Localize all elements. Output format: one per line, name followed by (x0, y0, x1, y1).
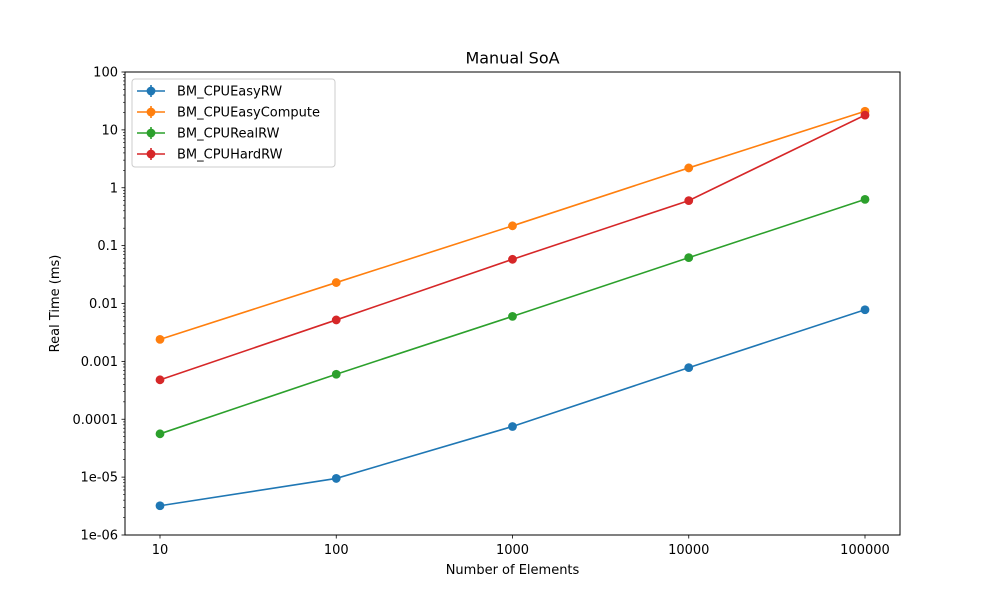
data-point (155, 429, 165, 439)
x-axis-label: Number of Elements (446, 563, 580, 578)
y-tick-label: 0.0001 (73, 413, 119, 428)
x-tick-label: 100 (324, 543, 349, 558)
y-tick-label: 0.1 (97, 239, 118, 254)
data-point (508, 422, 517, 431)
legend: BM_CPUEasyRW BM_CPUEasyCompute BM_CPURealR… (131, 78, 336, 168)
y-tick-label: 0.01 (89, 297, 118, 312)
data-point (331, 315, 341, 325)
data-point (508, 311, 517, 321)
data-point (331, 474, 341, 483)
y-tick-label: 10 (101, 123, 118, 138)
legend-box (131, 78, 336, 168)
data-point (684, 196, 694, 205)
legend-label: BM_CPUEasyCompute (177, 106, 320, 121)
x-tick-label: 10000 (668, 543, 709, 558)
data-point (508, 221, 517, 231)
series-bm-cpuhardrw (155, 110, 870, 385)
y-axis: 1e-06 1e-05 0.0001 0.001 0.01 0.1 1 10 100 (73, 66, 125, 544)
data-point (860, 194, 870, 204)
data-point (684, 363, 694, 373)
y-axis-label: Real Time (ms) (48, 255, 63, 353)
chart-title: Manual SoA (465, 49, 559, 68)
legend-label: BM_CPUEasyRW (177, 85, 282, 100)
series-bm-cpueasyrw (155, 305, 870, 511)
x-axis: 10 100 1000 10000 100000 (152, 535, 890, 558)
legend-item-bm-cpuhardrw: BM_CPUHardRW (137, 148, 283, 163)
x-tick-label: 1000 (496, 543, 529, 558)
data-point (508, 254, 517, 264)
data-point (684, 253, 694, 263)
data-point (155, 334, 165, 344)
x-tick-label: 10 (152, 543, 169, 558)
y-tick-label: 1e-06 (80, 529, 118, 544)
x-tick-label: 100000 (840, 543, 890, 558)
data-point (684, 163, 694, 173)
series-bm-cpurealrw (155, 194, 870, 439)
data-point (155, 375, 165, 385)
legend-item-bm-cpurealrw: BM_CPURealRW (137, 127, 280, 142)
data-point (155, 501, 165, 511)
y-tick-label: 1e-05 (80, 471, 118, 486)
legend-label: BM_CPUHardRW (177, 148, 283, 163)
series-layer (155, 106, 870, 511)
y-tick-label: 0.001 (81, 355, 118, 370)
data-point (331, 278, 341, 287)
y-tick-label: 1 (110, 181, 118, 196)
legend-item-bm-cpueasycompute: BM_CPUEasyCompute (137, 106, 320, 121)
data-point (860, 110, 870, 120)
data-point (860, 305, 870, 315)
legend-item-bm-cpueasyrw: BM_CPUEasyRW (137, 85, 282, 100)
data-point (331, 369, 341, 379)
y-tick-label: 100 (93, 66, 118, 81)
legend-label: BM_CPURealRW (177, 127, 280, 142)
